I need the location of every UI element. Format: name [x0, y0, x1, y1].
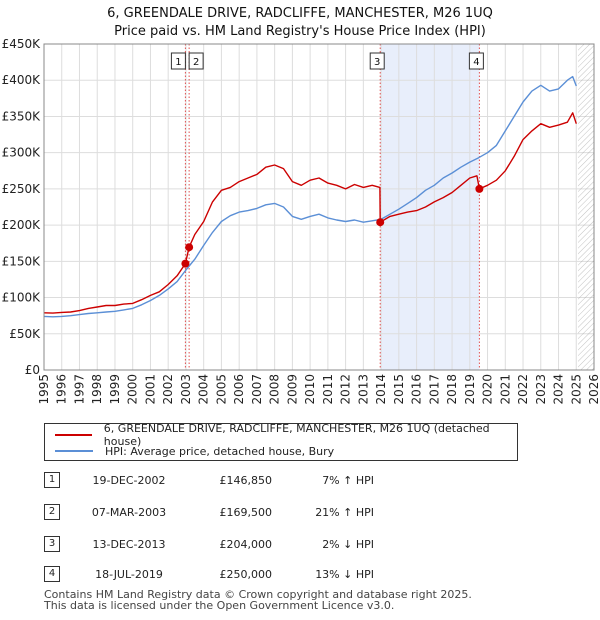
sale-row-3: 3 13-DEC-2013 £204,000 2% ↓ HPI [44, 536, 444, 556]
x-tick-label: 1997 [72, 374, 86, 405]
sale-label-box-1 [170, 52, 186, 70]
sale-label-box-4 [468, 52, 484, 70]
sale-hpi-diff: 7% ↑ HPI [322, 474, 374, 487]
y-tick-label: £200K [2, 218, 42, 232]
sale-hpi-diff: 13% ↓ HPI [315, 568, 374, 581]
sale-label-4: 4 [473, 57, 479, 68]
sale-row-4: 4 18-JUL-2019 £250,000 13% ↓ HPI [44, 566, 444, 586]
x-tick-label: 2020 [481, 374, 495, 405]
y-tick-label: £400K [2, 73, 42, 87]
sale-date: 13-DEC-2013 [92, 538, 166, 551]
forecast-region [578, 44, 594, 370]
sale-point-2 [185, 243, 194, 252]
x-tick-label: 2024 [552, 374, 566, 405]
y-tick-label: £50K [9, 327, 41, 341]
sale-date: 18-JUL-2019 [95, 568, 163, 581]
sale-num: 2 [44, 504, 60, 520]
x-tick-label: 2022 [516, 374, 530, 405]
shaded-period [380, 44, 480, 370]
sale-row-1: 1 19-DEC-2002 £146,850 7% ↑ HPI [44, 472, 444, 492]
property-price-line [43, 112, 577, 314]
x-tick-label: 2005 [214, 374, 228, 405]
x-tick-label: 2002 [161, 374, 175, 405]
sale-date: 19-DEC-2002 [92, 474, 166, 487]
sale-date: 07-MAR-2003 [91, 506, 167, 519]
sale-point-4 [475, 184, 484, 193]
plot-frame [43, 43, 595, 371]
legend-swatch-property [55, 434, 92, 436]
chart-legend: 6, GREENDALE DRIVE, RADCLIFFE, MANCHESTE… [44, 422, 518, 461]
x-tick-label: 2010 [303, 374, 317, 405]
hpi-line [43, 75, 577, 318]
x-tick-label: 2018 [445, 374, 459, 405]
y-tick-label: £150K [2, 254, 42, 268]
x-tick-label: 1999 [108, 374, 122, 405]
x-tick-label: 2001 [143, 374, 157, 405]
footer-license: This data is licensed under the Open Gov… [44, 599, 395, 612]
y-tick-label: £100K [2, 291, 42, 305]
y-tick-label: £250K [2, 182, 42, 196]
x-tick-label: 2019 [463, 374, 477, 405]
sale-hpi-diff: 21% ↑ HPI [315, 506, 374, 519]
x-tick-label: 2000 [126, 374, 140, 405]
x-tick-label: 2023 [534, 374, 548, 405]
x-tick-label: 2008 [268, 374, 282, 405]
sale-label-1: 1 [175, 57, 181, 68]
footer-copyright: Contains HM Land Registry data © Crown c… [44, 588, 472, 601]
legend-item-hpi: HPI: Average price, detached house, Bury [55, 443, 334, 459]
x-tick-label: 2015 [392, 374, 406, 405]
x-tick-label: 2009 [285, 374, 299, 405]
sale-label-2: 2 [193, 57, 199, 68]
price-chart: £0 £50K £100K £150K £200K £250K £300K £350K £400… [2, 37, 600, 405]
sale-price: £169,500 [219, 506, 273, 519]
x-tick-label: 2014 [374, 374, 388, 405]
sale-row-2: 2 07-MAR-2003 £169,500 21% ↑ HPI [44, 504, 444, 524]
legend-swatch-hpi [55, 450, 93, 452]
x-tick-label: 2013 [356, 374, 370, 405]
x-tick-label: 2012 [339, 374, 353, 405]
legend-item-property: 6, GREENDALE DRIVE, RADCLIFFE, MANCHESTE… [55, 422, 517, 448]
x-tick-label: 2016 [410, 374, 424, 405]
sale-num: 1 [44, 472, 60, 488]
sale-price: £250,000 [219, 568, 273, 581]
y-tick-label: £0 [25, 363, 40, 377]
chart-title: 6, GREENDALE DRIVE, RADCLIFFE, MANCHESTE… [107, 6, 493, 21]
x-tick-label: 2004 [197, 374, 211, 405]
sale-price: £204,000 [219, 538, 273, 551]
x-tick-label: 2007 [250, 374, 264, 405]
x-tick-label: 2021 [498, 374, 512, 405]
x-tick-label: 1996 [55, 374, 69, 405]
x-tick-label: 2026 [587, 374, 600, 405]
legend-label-hpi: HPI: Average price, detached house, Bury [105, 444, 335, 458]
y-tick-label: £350K [2, 109, 42, 123]
x-tick-label: 1998 [90, 374, 104, 405]
x-tick-label: 2017 [427, 374, 441, 405]
x-tick-label: 2006 [232, 374, 246, 405]
sale-num: 4 [44, 566, 60, 582]
sale-label-3: 3 [374, 57, 380, 68]
legend-label-property: 6, GREENDALE DRIVE, RADCLIFFE, MANCHESTE… [103, 422, 490, 448]
sale-price: £146,850 [219, 474, 273, 487]
x-tick-label: 2025 [569, 374, 583, 405]
x-tick-label: 2003 [179, 374, 193, 405]
footer: Contains HM Land Registry data © Crown c… [44, 589, 472, 611]
sale-label-box-2 [188, 52, 204, 70]
y-tick-label: £300K [2, 146, 42, 160]
sale-hpi-diff: 2% ↓ HPI [322, 538, 374, 551]
y-tick-label: £450K [2, 37, 42, 51]
chart-subtitle: Price paid vs. HM Land Registry's House … [114, 24, 486, 39]
x-tick-label: 1995 [37, 374, 51, 405]
sale-point-1 [181, 259, 190, 268]
sale-label-box-3 [369, 52, 385, 70]
sale-num: 3 [44, 536, 60, 552]
x-tick-label: 2011 [321, 374, 335, 405]
sale-point-3 [376, 218, 385, 227]
